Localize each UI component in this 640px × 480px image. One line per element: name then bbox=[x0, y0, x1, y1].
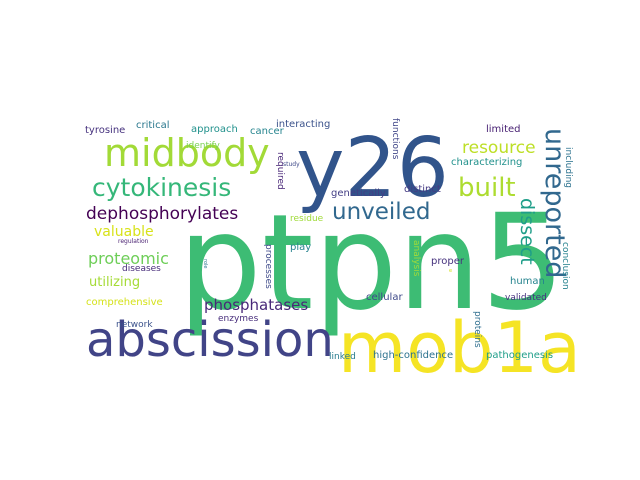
cloud-word: linked bbox=[329, 352, 356, 362]
cloud-word: midbody bbox=[104, 131, 270, 175]
cloud-word: including bbox=[563, 147, 573, 188]
cloud-word: pathogenesis bbox=[486, 350, 553, 361]
cloud-word: unreported bbox=[539, 128, 570, 278]
cloud-word: y26 bbox=[296, 121, 449, 216]
cloud-word: study bbox=[283, 161, 300, 168]
cloud-word: critical bbox=[136, 120, 170, 131]
cloud-word: resource bbox=[462, 138, 536, 158]
cloud-word: e bbox=[449, 268, 452, 274]
cloud-word: cancer bbox=[250, 126, 285, 137]
cloud-word: tyrosine bbox=[85, 125, 125, 136]
cloud-word: proper bbox=[431, 256, 465, 267]
cloud-word: cytokinesis bbox=[92, 173, 231, 202]
cloud-word: ptpn5 bbox=[178, 186, 565, 340]
cloud-word: interacting bbox=[276, 119, 330, 130]
cloud-word: dephosphorylates bbox=[86, 204, 238, 224]
cloud-word: built bbox=[458, 173, 516, 203]
cloud-word: characterizing bbox=[451, 157, 522, 168]
cloud-word: cellular bbox=[366, 292, 403, 303]
cloud-word: limited bbox=[486, 124, 521, 135]
cloud-word: processes bbox=[263, 244, 273, 289]
cloud-word: human bbox=[510, 276, 545, 287]
cloud-word: play bbox=[290, 242, 311, 253]
cloud-word: conclusion bbox=[560, 242, 570, 290]
cloud-word: proteomic bbox=[88, 249, 169, 268]
cloud-word: unveiled bbox=[332, 199, 430, 225]
cloud-word: diseases bbox=[122, 264, 161, 274]
cloud-word: utilizing bbox=[89, 275, 140, 290]
cloud-word: enzymes bbox=[218, 314, 259, 324]
cloud-word: genetically bbox=[331, 188, 386, 199]
cloud-word: dissect bbox=[516, 198, 538, 265]
cloud-word: abscission bbox=[86, 312, 334, 368]
cloud-word: high-confidence bbox=[373, 350, 453, 361]
cloud-word: role bbox=[202, 259, 208, 268]
cloud-word: network bbox=[116, 320, 153, 330]
cloud-word: functions bbox=[390, 118, 400, 160]
cloud-word: residue bbox=[290, 214, 324, 224]
cloud-word: proteins bbox=[472, 311, 482, 348]
cloud-word: phosphatases bbox=[204, 296, 308, 314]
cloud-word: mob1a bbox=[338, 307, 581, 389]
cloud-word: required bbox=[275, 152, 285, 190]
cloud-word: comprehensive bbox=[86, 297, 163, 308]
cloud-word: approach bbox=[191, 124, 238, 135]
cloud-word: valuable bbox=[94, 224, 154, 240]
cloud-word: regulation bbox=[118, 238, 149, 245]
cloud-word: analysis bbox=[411, 240, 421, 277]
cloud-word: distinct bbox=[404, 184, 441, 195]
cloud-word: identify bbox=[186, 141, 220, 151]
cloud-word: validated bbox=[505, 293, 547, 303]
